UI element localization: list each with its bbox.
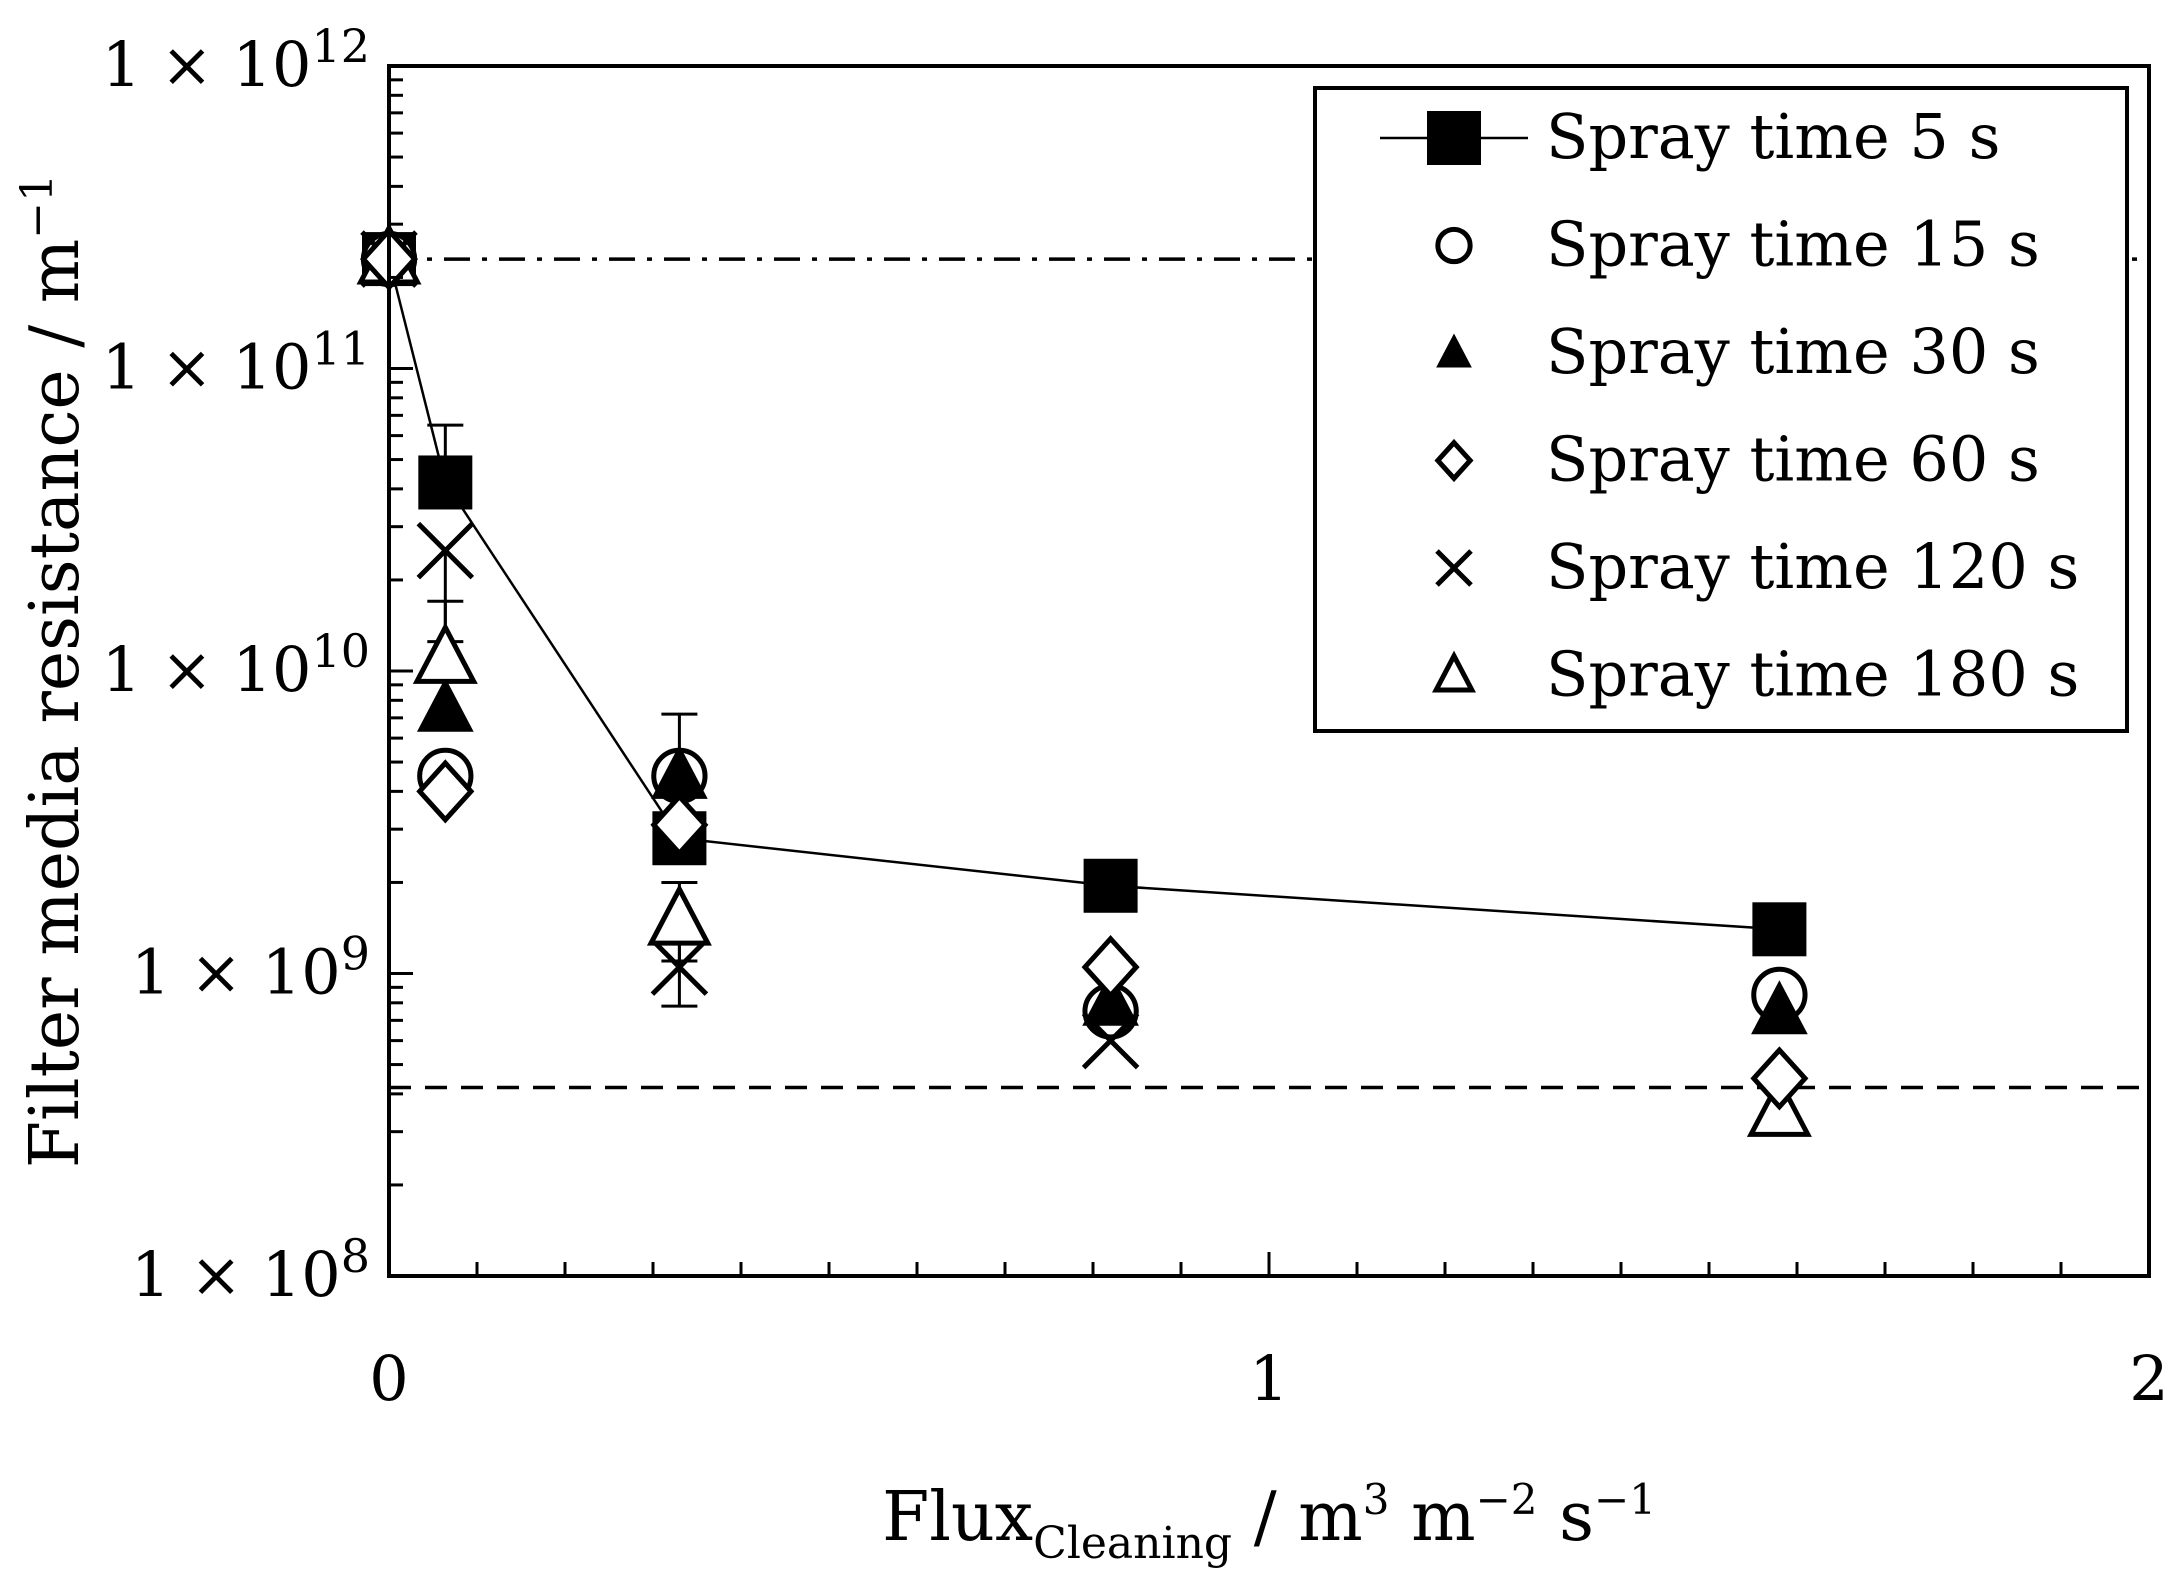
data-point [1083,858,1138,913]
square-marker [418,455,473,510]
data-point [1081,1011,1140,1070]
data-point [412,622,478,684]
legend-marker [1434,438,1474,483]
legend-marker [1435,226,1473,265]
axis-ticks [387,64,2151,1278]
data-point [1751,980,1808,1035]
triangle-marker [1751,980,1808,1035]
legend-label: Spray time 180 s [1546,638,2079,711]
y-tick-label: 1 × 1010 [102,624,370,706]
triangle-marker [646,883,712,946]
data-point [418,455,473,510]
y-tick-label: 1 × 108 [131,1229,370,1311]
data-point [416,521,475,580]
legend-entry: Spray time 60 s [1434,423,2040,496]
diamond-marker [1081,935,1140,1000]
legend-entry: Spray time 120 s [1435,530,2079,603]
diamond-marker [1434,438,1474,483]
diamond-marker [650,792,709,857]
legend-marker [1432,650,1476,693]
y-tick-label: 1 × 109 [131,927,370,1009]
data-point [416,759,475,824]
data-point [650,938,709,996]
triangle-marker [651,744,708,799]
legend-label: Spray time 15 s [1546,208,2040,281]
square-marker [1083,858,1138,913]
legend: Spray time 5 s Spray time 15 s Spray time … [1313,86,2129,733]
diamond-marker [416,759,475,824]
triangle-marker [1432,650,1476,693]
legend-entry: Spray time 180 s [1432,638,2079,711]
legend-label: Spray time 30 s [1546,315,2040,388]
triangle-marker [416,677,474,732]
y-tick-label: 1 × 1011 [102,322,370,404]
x-marker-stroke [416,521,475,580]
x-tick-label: 0 [369,1342,408,1415]
data-point [646,883,712,946]
data-point [651,744,708,799]
reference-lines [389,257,2149,1090]
square-marker [1752,902,1807,957]
legend-entry: Spray time 30 s [1436,315,2040,388]
legend-label: Spray time 120 s [1546,530,2079,603]
legend-label: Spray time 60 s [1546,423,2040,496]
triangle-marker [1436,333,1472,368]
data-point [1752,902,1807,957]
data-point [416,677,474,732]
diamond-marker [1750,1046,1809,1111]
x-marker-stroke [1435,549,1473,587]
x-tick-label: 2 [2129,1342,2168,1415]
data-point [650,792,709,857]
triangle-marker [412,622,478,684]
x-tick-labels: 0 1 2 [369,1342,2168,1415]
x-marker-stroke [650,938,709,996]
square-marker [1427,111,1481,165]
legend-box [1313,86,2129,733]
y-tick-label: 1 × 1012 [102,19,370,101]
legend-marker [1436,333,1472,368]
legend-marker [1435,549,1473,587]
data-point [1081,935,1140,1000]
legend-entry: Spray time 15 s [1435,208,2040,281]
x-axis-title: FluxCleaning / m3 m−2 s−1 [882,1475,1656,1569]
legend-marker [1427,111,1481,165]
y-tick-labels: 1 × 108 1 × 109 1 × 1010 1 × 1011 1 × 1012 [102,19,370,1311]
x-tick-label: 1 [1249,1342,1288,1415]
x-marker-stroke [1081,1011,1140,1070]
y-axis-title: Filter media resistance / m−1 [12,174,95,1168]
circle-marker [1435,226,1473,265]
data-point [1750,1046,1809,1111]
legend-label: Spray time 5 s [1546,100,2000,173]
legend-entry: Spray time 5 s [1380,100,2000,173]
